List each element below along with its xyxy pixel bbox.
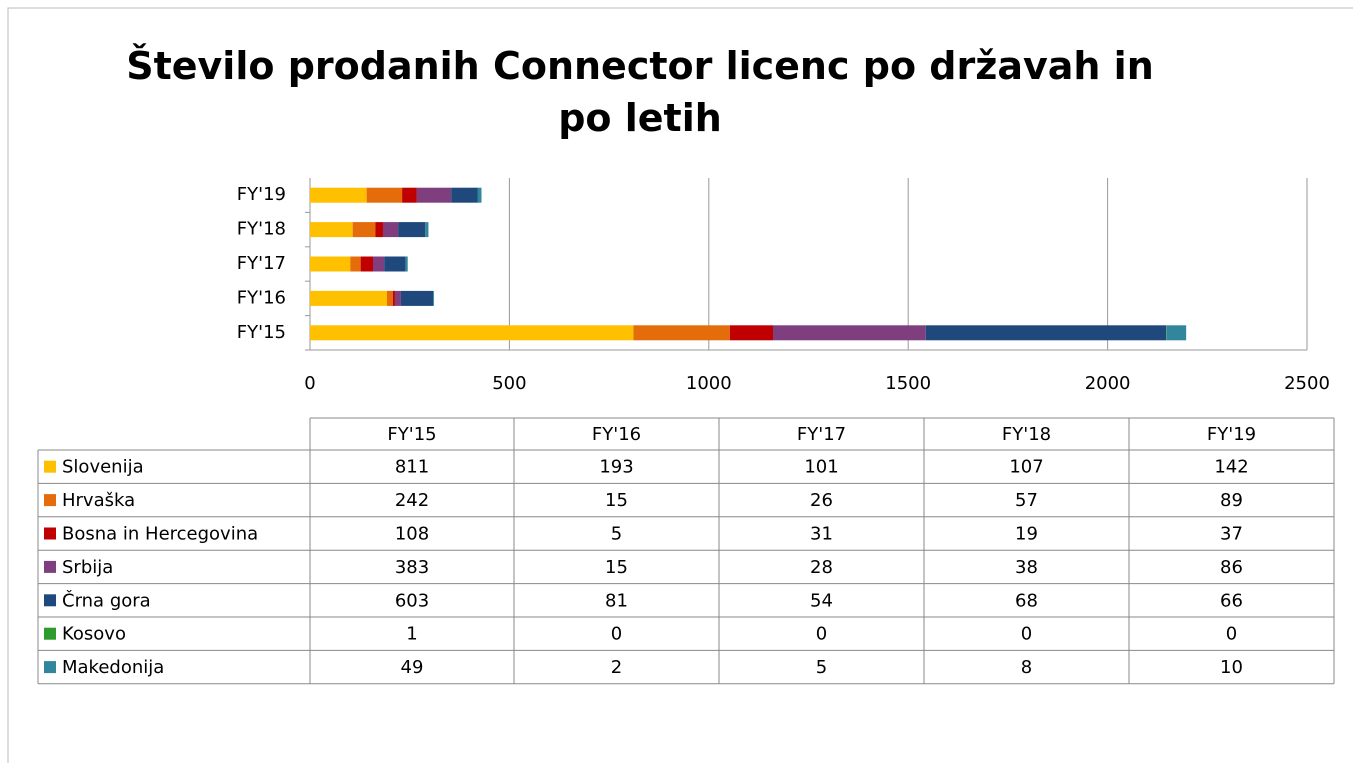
bar-segment <box>398 222 425 237</box>
table-cell: 142 <box>1214 457 1248 478</box>
bar-segment <box>730 325 773 340</box>
bar-segment <box>402 188 417 203</box>
bar-segment <box>1167 325 1187 340</box>
x-tick-label: 1500 <box>885 373 931 394</box>
table-cell: 38 <box>1015 557 1038 578</box>
bar-segment <box>384 257 406 272</box>
bar-segment <box>310 222 353 237</box>
bar-segment <box>393 291 395 306</box>
bar-segment <box>773 325 926 340</box>
table-cell: 5 <box>816 657 827 678</box>
bar-segment <box>926 325 1166 340</box>
table-cell: 26 <box>810 490 833 511</box>
legend-key <box>44 628 56 640</box>
table-header: FY'18 <box>1002 424 1051 445</box>
table-header: FY'16 <box>592 424 641 445</box>
bar-segment <box>387 291 393 306</box>
bar-segment <box>425 222 428 237</box>
x-tick-label: 1000 <box>686 373 732 394</box>
y-tick-label: FY'17 <box>237 253 286 274</box>
bar-segment <box>353 222 376 237</box>
bar-segment <box>361 257 373 272</box>
table-cell: 811 <box>395 457 429 478</box>
table-cell: 101 <box>804 457 838 478</box>
legend-label: Slovenija <box>62 457 144 478</box>
table-cell: 0 <box>1226 624 1237 645</box>
table-cell: 242 <box>395 490 429 511</box>
bar-segment <box>310 325 633 340</box>
table-cell: 8 <box>1021 657 1032 678</box>
bar-segment <box>350 257 360 272</box>
table-cell: 66 <box>1220 590 1243 611</box>
table-cell: 54 <box>810 590 833 611</box>
table-cell: 383 <box>395 557 429 578</box>
bar-segment <box>373 257 384 272</box>
bar-segment <box>383 222 398 237</box>
x-tick-label: 2500 <box>1284 373 1330 394</box>
bar-segment <box>310 291 387 306</box>
y-tick-label: FY'16 <box>237 287 286 308</box>
table-cell: 15 <box>605 490 628 511</box>
table-cell: 1 <box>406 624 417 645</box>
table-cell: 0 <box>611 624 622 645</box>
table-cell: 107 <box>1009 457 1043 478</box>
title-box: Število prodanih Connector licenc po drž… <box>100 40 1180 160</box>
bar-segment <box>310 188 367 203</box>
legend-key <box>44 461 56 473</box>
bar-segment <box>417 188 451 203</box>
bar-segment <box>401 291 433 306</box>
x-tick-label: 0 <box>304 373 315 394</box>
table-header: FY'15 <box>387 424 436 445</box>
bar-segment <box>367 188 402 203</box>
table-cell: 603 <box>395 590 429 611</box>
y-tick-label: FY'15 <box>237 322 286 343</box>
table-cell: 86 <box>1220 557 1243 578</box>
legend-label: Črna gora <box>62 589 151 611</box>
table-cell: 15 <box>605 557 628 578</box>
y-tick-label: FY'19 <box>237 184 286 205</box>
table-cell: 193 <box>599 457 633 478</box>
table-cell: 37 <box>1220 524 1243 545</box>
table-cell: 89 <box>1220 490 1243 511</box>
legend-key <box>44 494 56 506</box>
legend-key <box>44 594 56 606</box>
legend-label: Hrvaška <box>62 490 135 511</box>
bar-segment <box>451 188 477 203</box>
bar-segment <box>633 325 730 340</box>
table-cell: 10 <box>1220 657 1243 678</box>
chart-title: Število prodanih Connector licenc po drž… <box>100 40 1180 144</box>
legend-label: Kosovo <box>62 624 126 645</box>
table-cell: 5 <box>611 524 622 545</box>
legend-key <box>44 561 56 573</box>
table-cell: 31 <box>810 524 833 545</box>
table-cell: 81 <box>605 590 628 611</box>
table-cell: 49 <box>401 657 424 678</box>
bar-segment <box>406 257 408 272</box>
legend-label: Makedonija <box>62 657 164 678</box>
table-cell: 68 <box>1015 590 1038 611</box>
legend-label: Bosna in Hercegovina <box>62 524 258 545</box>
table-cell: 19 <box>1015 524 1038 545</box>
bar-segment <box>310 257 350 272</box>
table-cell: 57 <box>1015 490 1038 511</box>
table-cell: 0 <box>816 624 827 645</box>
x-tick-label: 2000 <box>1085 373 1131 394</box>
bar-segment <box>395 291 401 306</box>
bar-segment <box>477 188 481 203</box>
table-cell: 108 <box>395 524 429 545</box>
table-header: FY'17 <box>797 424 846 445</box>
x-tick-label: 500 <box>492 373 526 394</box>
y-tick-label: FY'18 <box>237 219 286 240</box>
bar-segment <box>375 222 383 237</box>
table-cell: 2 <box>611 657 622 678</box>
bar-segment <box>433 291 434 306</box>
table-cell: 0 <box>1021 624 1032 645</box>
legend-key <box>44 528 56 540</box>
table-header: FY'19 <box>1207 424 1256 445</box>
table-cell: 28 <box>810 557 833 578</box>
legend-key <box>44 661 56 673</box>
legend-label: Srbija <box>62 557 113 578</box>
